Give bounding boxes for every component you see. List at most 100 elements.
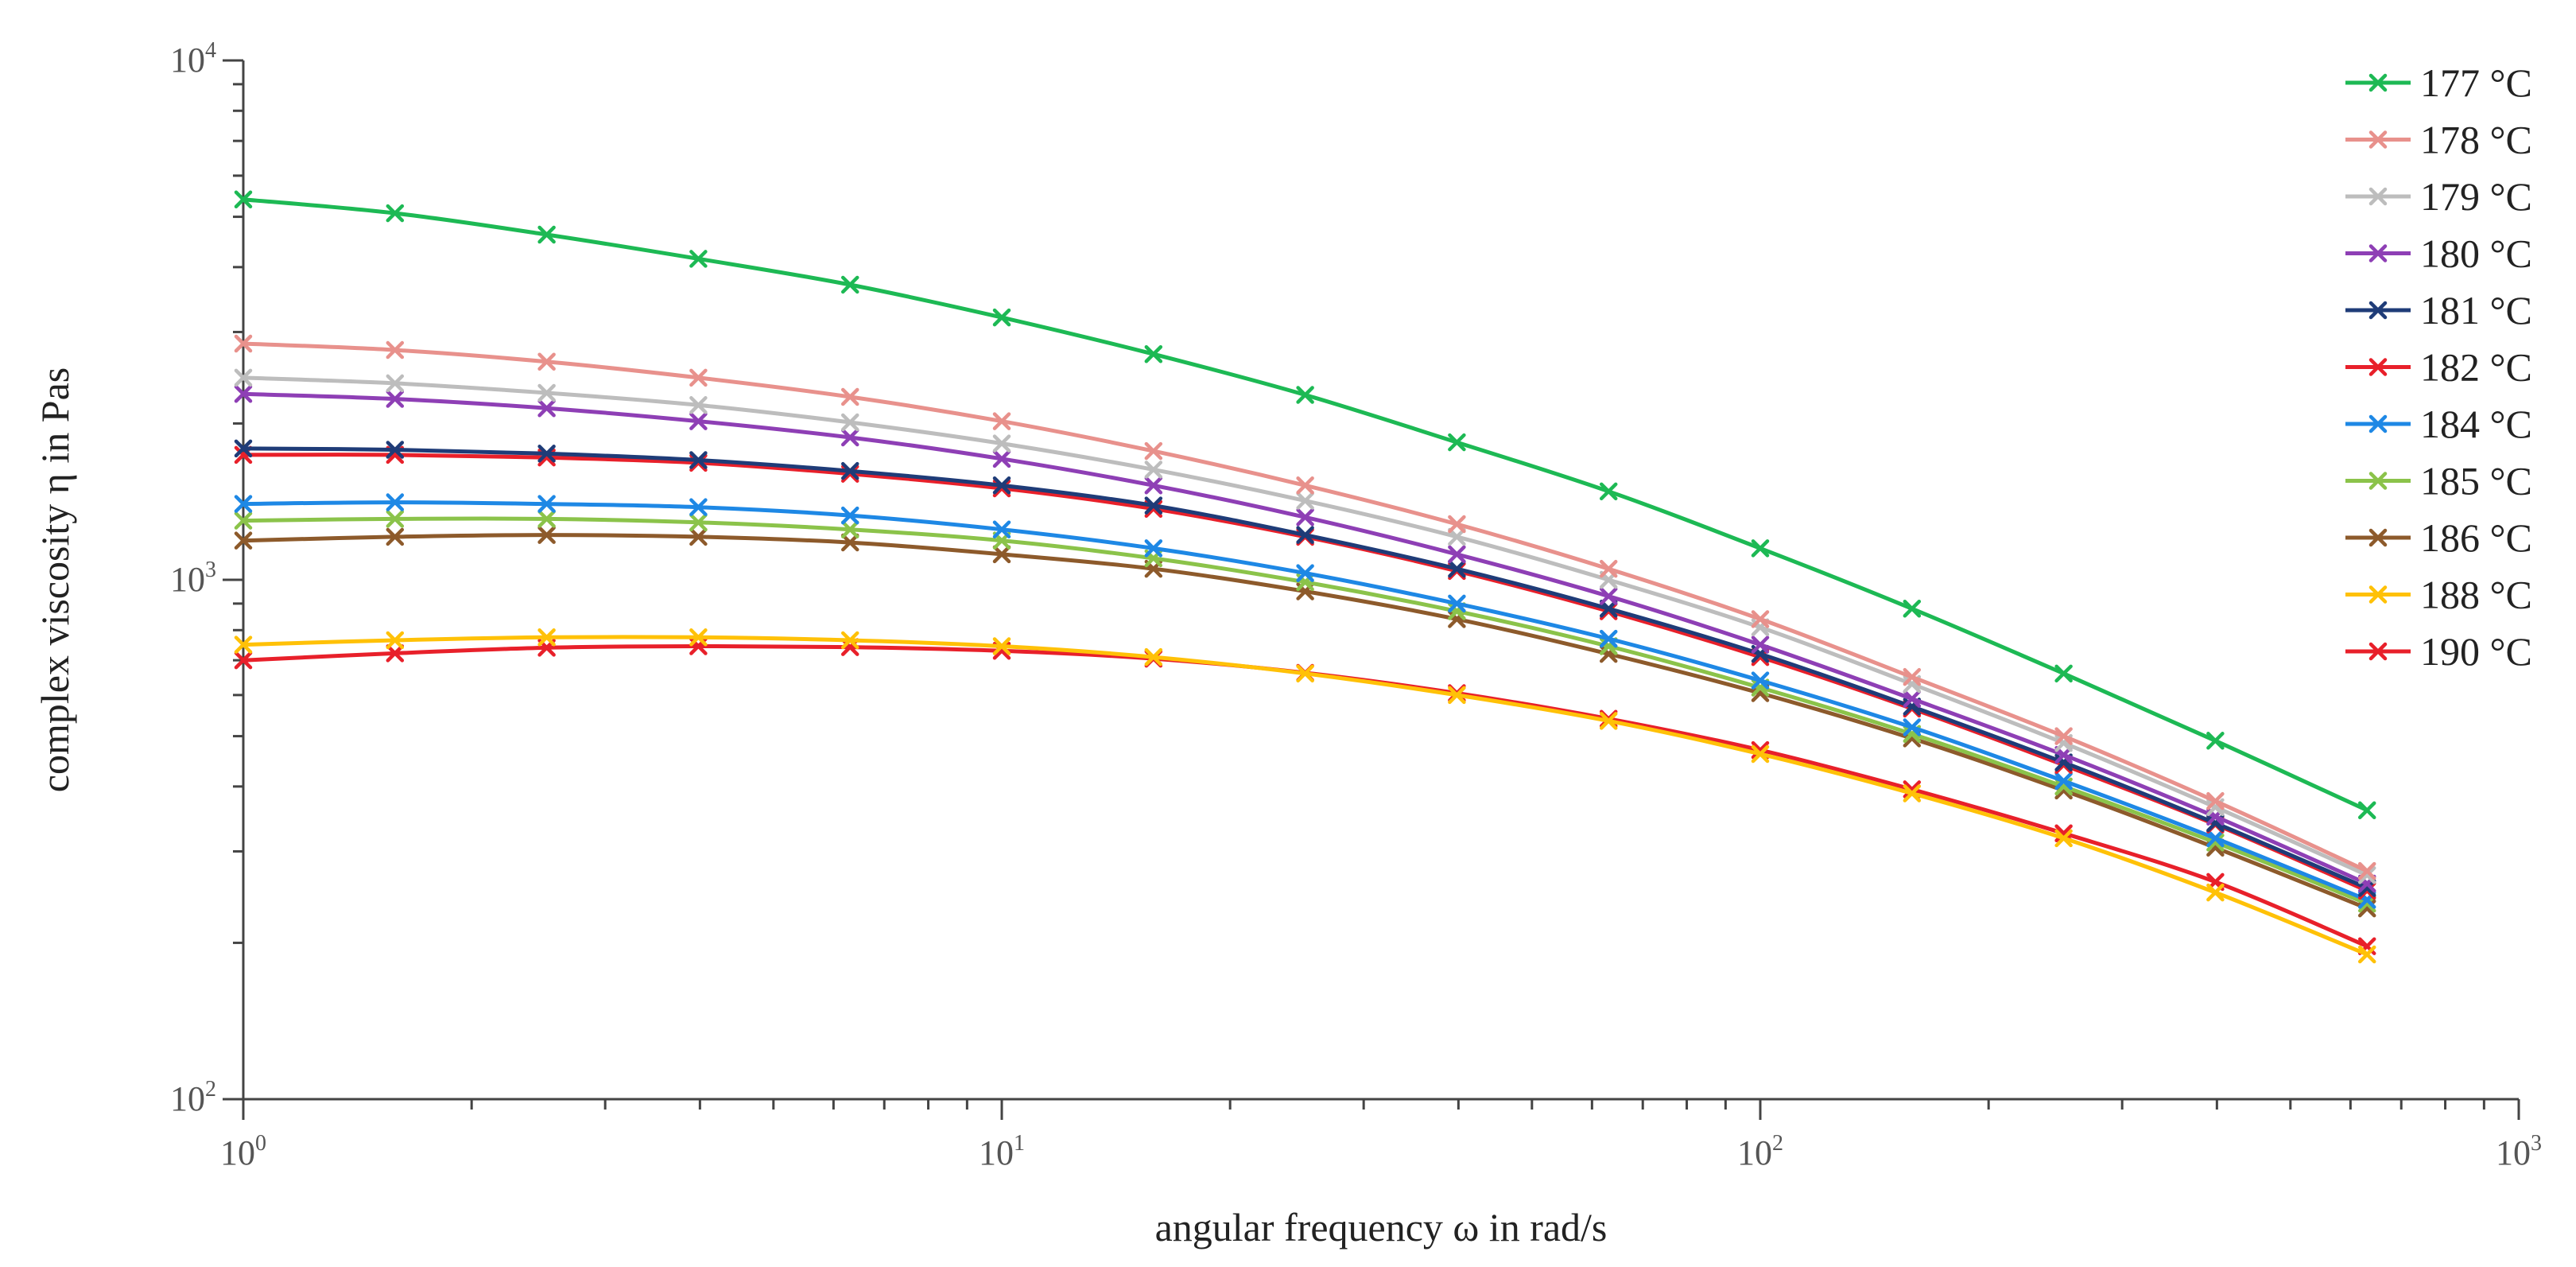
data-point-marker <box>1903 690 1922 708</box>
series-line <box>242 635 2368 957</box>
data-point-marker <box>1296 664 1314 683</box>
data-point-marker <box>2357 801 2376 819</box>
data-point-marker <box>1296 386 1314 404</box>
data-point-marker <box>386 204 405 223</box>
data-point-marker <box>992 449 1011 468</box>
data-point-marker <box>1296 492 1314 510</box>
legend-label: 177 °C <box>2420 60 2532 105</box>
series-line <box>242 375 2368 877</box>
legend-item: 180 °C <box>2345 231 2532 276</box>
data-point-marker <box>1296 476 1314 495</box>
y-tick-label: 104 <box>170 38 216 80</box>
legend-item: 181 °C <box>2345 288 2532 332</box>
data-point-marker <box>537 526 556 544</box>
data-point-marker <box>1144 539 1163 558</box>
data-point-marker <box>689 250 708 268</box>
legend-item: 179 °C <box>2345 174 2532 219</box>
data-point-marker <box>840 461 859 480</box>
legend-marker <box>2368 301 2388 320</box>
legend-marker <box>2368 244 2388 262</box>
data-point-marker <box>537 398 556 418</box>
data-point-marker <box>386 340 405 360</box>
data-point-marker <box>2206 732 2225 750</box>
data-point-marker <box>689 451 708 469</box>
series-line <box>242 643 2368 949</box>
series-line <box>242 533 2368 911</box>
data-point-marker <box>1296 526 1314 544</box>
x-axis-title: angular frequency ω in rad/s <box>1155 1205 1608 1250</box>
legend-label: 179 °C <box>2420 174 2532 219</box>
data-point-marker <box>234 368 253 387</box>
data-point-marker <box>386 441 405 459</box>
data-point-marker <box>234 334 253 353</box>
legend-item: 184 °C <box>2345 402 2532 446</box>
data-point-marker <box>689 396 708 414</box>
data-point-marker <box>2357 945 2376 964</box>
series-177 <box>234 190 2376 819</box>
data-point-marker <box>537 510 556 528</box>
data-point-marker <box>537 495 556 513</box>
axis-ticks <box>223 59 2520 1120</box>
data-point-marker <box>992 434 1011 453</box>
data-point-marker <box>1903 784 1922 803</box>
data-point-marker <box>537 225 556 244</box>
legend-label: 190 °C <box>2420 629 2532 674</box>
data-point-marker <box>1448 527 1466 546</box>
data-point-marker <box>537 383 556 402</box>
series-line <box>242 391 2368 886</box>
data-point-marker <box>2206 829 2225 848</box>
data-point-marker <box>386 390 405 408</box>
legend-item: 185 °C <box>2345 459 2532 503</box>
data-point-marker <box>840 387 859 406</box>
y-tick-label: 102 <box>170 1077 216 1118</box>
data-point-marker <box>1903 718 1922 736</box>
y-axis-title: complex viscosity η in Pas <box>33 367 77 792</box>
legend-marker <box>2368 414 2388 433</box>
legend-label: 182 °C <box>2420 345 2532 390</box>
data-point-marker <box>992 308 1011 327</box>
legend-label: 185 °C <box>2420 459 2532 503</box>
data-point-marker <box>1599 559 1618 578</box>
legend-marker <box>2368 73 2388 92</box>
data-point-marker <box>840 428 859 447</box>
data-point-marker <box>386 493 405 511</box>
x-tick-label: 100 <box>220 1131 266 1172</box>
data-point-marker <box>1144 496 1163 515</box>
data-point-marker <box>1599 629 1618 648</box>
legend-marker <box>2368 528 2388 547</box>
data-point-marker <box>1296 564 1314 582</box>
data-point-marker <box>1599 712 1618 730</box>
data-point-marker <box>386 374 405 393</box>
legend-label: 178 °C <box>2420 118 2532 162</box>
legend-marker <box>2368 130 2388 149</box>
data-point-marker <box>234 651 253 670</box>
data-point-marker <box>1599 587 1618 605</box>
data-point-marker <box>1144 461 1163 479</box>
data-point-marker <box>840 533 859 552</box>
series-184 <box>234 493 2376 909</box>
y-tick-label: 103 <box>170 558 216 599</box>
data-point-marker <box>1599 600 1618 618</box>
legend-item: 186 °C <box>2345 515 2532 560</box>
data-point-marker <box>2054 727 2073 745</box>
x-tick-label: 102 <box>1737 1131 1783 1172</box>
legend-marker <box>2368 642 2388 661</box>
data-point-marker <box>1751 635 1770 654</box>
data-point-marker <box>234 495 253 513</box>
data-point-marker <box>1144 476 1163 495</box>
legend-item: 182 °C <box>2345 345 2532 390</box>
legend-label: 186 °C <box>2420 515 2532 560</box>
data-point-marker <box>386 644 405 663</box>
data-point-marker <box>840 413 859 432</box>
data-point-marker <box>234 531 253 550</box>
data-point-marker <box>1448 545 1466 564</box>
series-186 <box>234 526 2376 918</box>
series-178 <box>234 334 2376 880</box>
series-layer <box>234 190 2376 964</box>
legend-marker <box>2368 187 2388 206</box>
data-point-marker <box>2054 664 2073 683</box>
data-point-marker <box>1448 433 1466 452</box>
legend-label: 184 °C <box>2420 402 2532 446</box>
data-point-marker <box>689 368 708 387</box>
